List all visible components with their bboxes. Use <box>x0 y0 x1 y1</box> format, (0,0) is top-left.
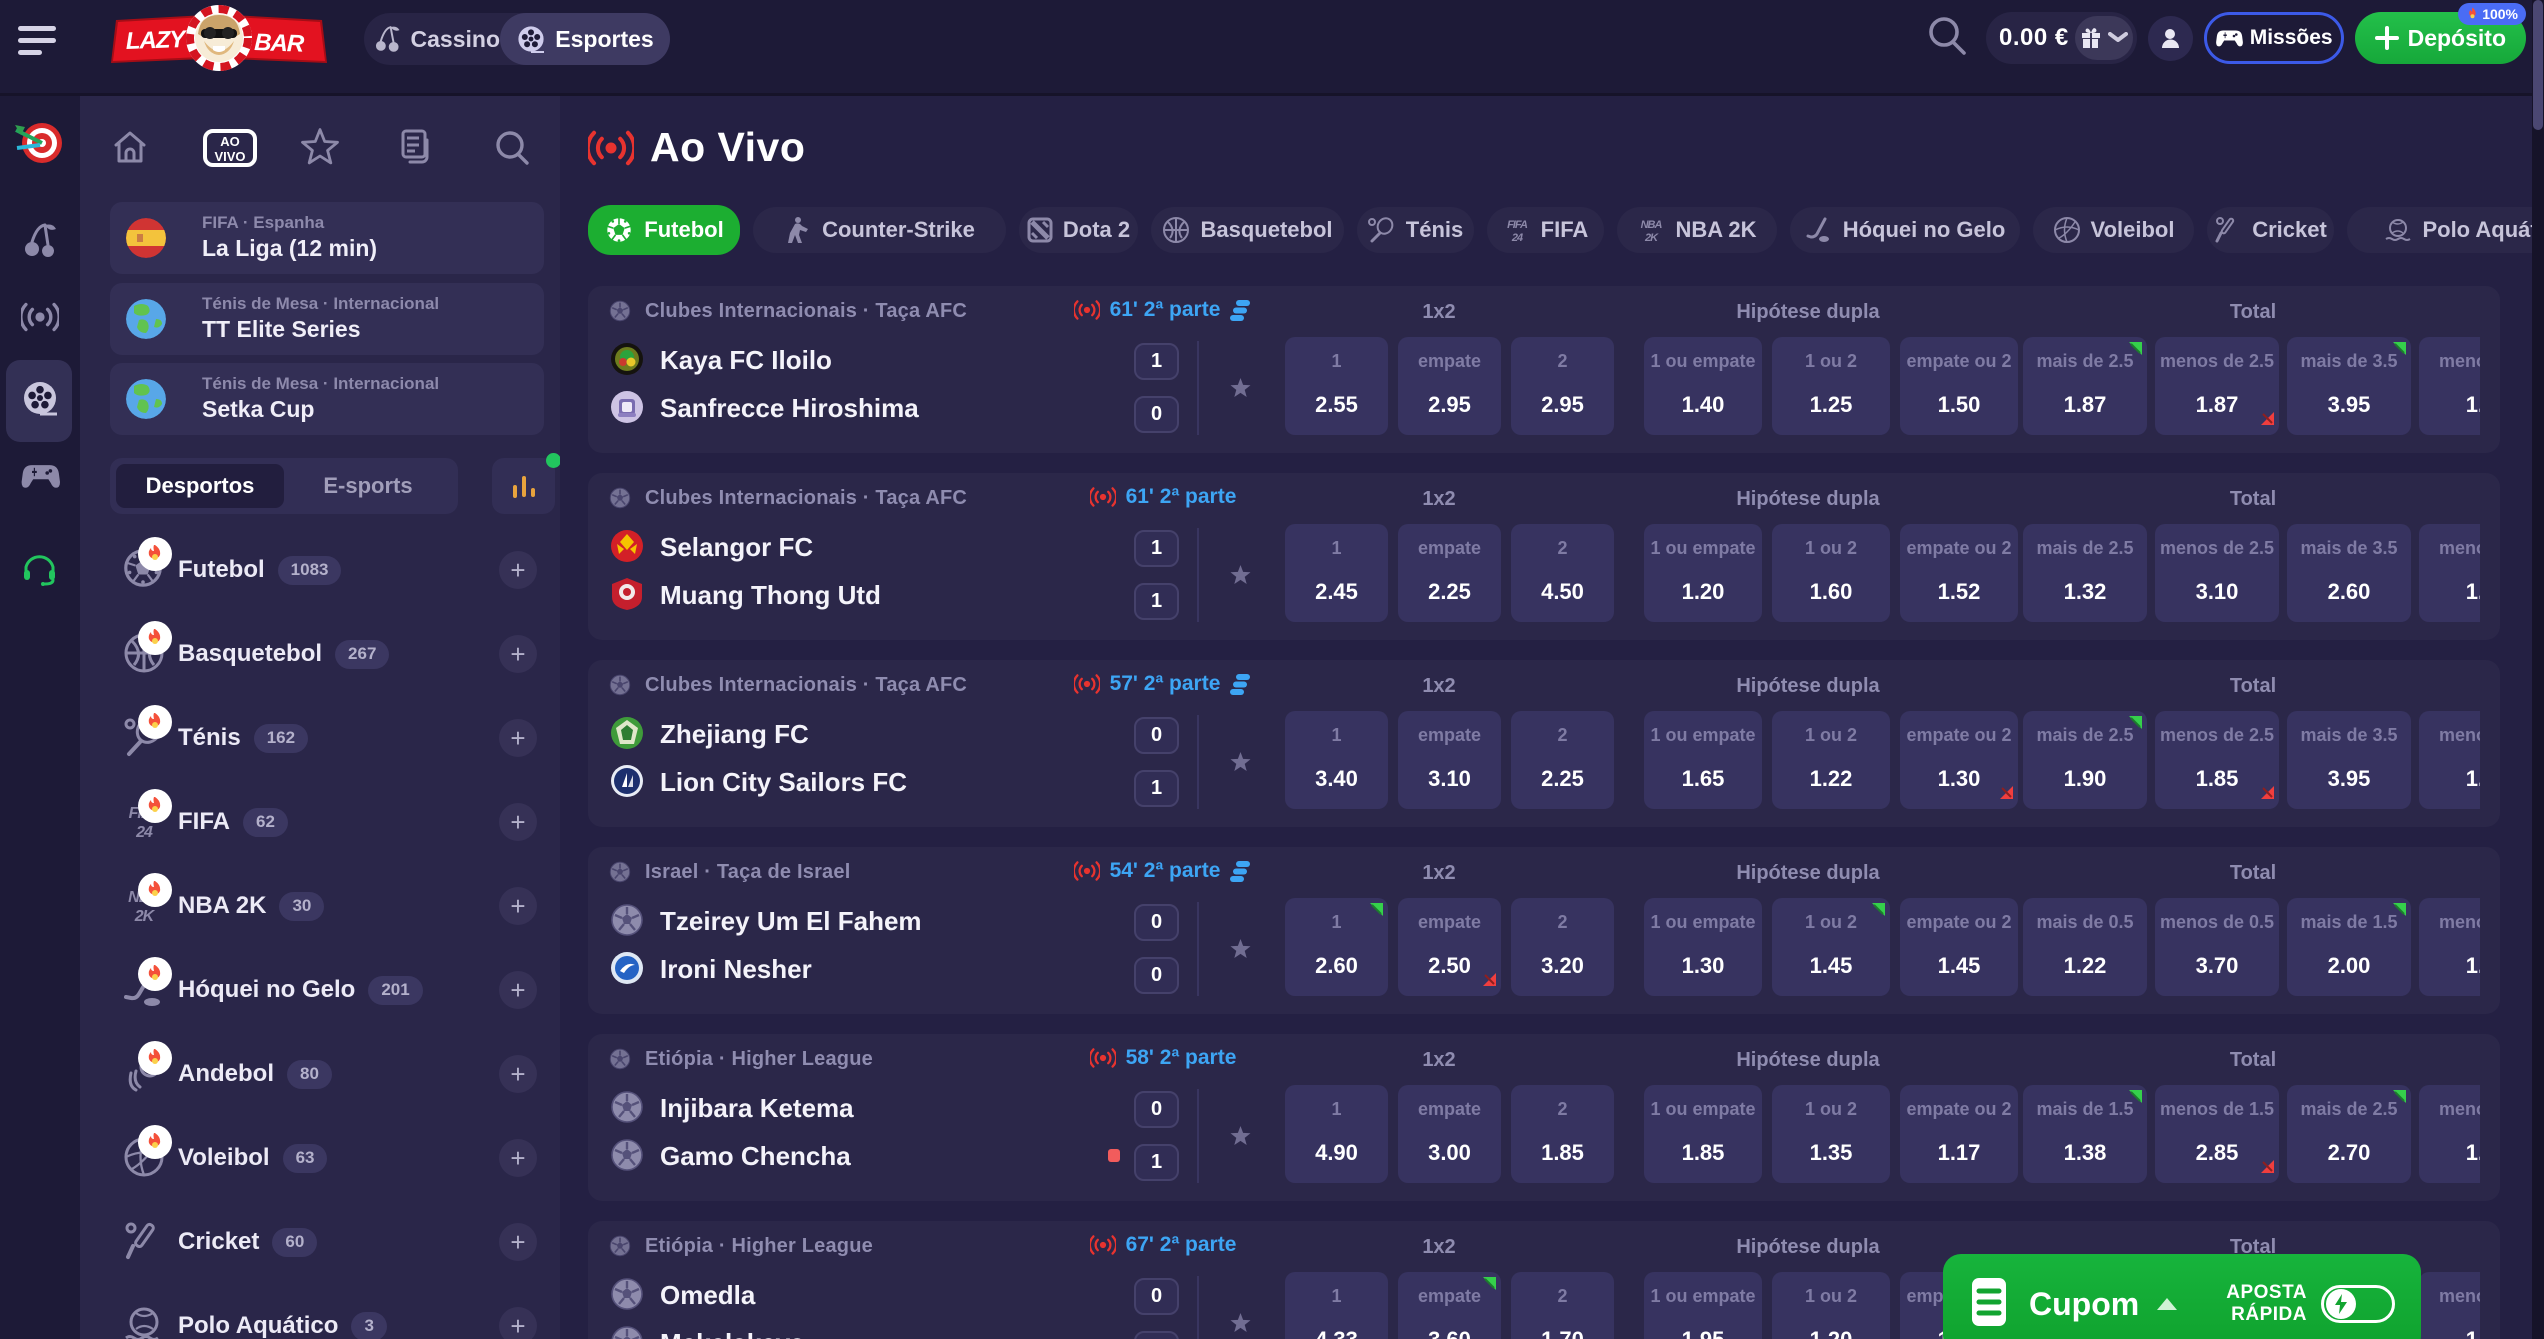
svg-text:24: 24 <box>1511 232 1523 244</box>
svg-text:2K: 2K <box>1644 232 1659 244</box>
svg-text:BAR: BAR <box>254 29 306 58</box>
svg-text:FIFA: FIFA <box>1507 219 1528 231</box>
svg-text:VIVO: VIVO <box>214 149 245 164</box>
svg-text:NBA: NBA <box>1641 219 1663 231</box>
svg-text:24: 24 <box>135 824 153 841</box>
svg-text:LAZY: LAZY <box>125 26 188 55</box>
svg-text:2K: 2K <box>134 908 156 925</box>
svg-text:AO: AO <box>220 134 240 149</box>
